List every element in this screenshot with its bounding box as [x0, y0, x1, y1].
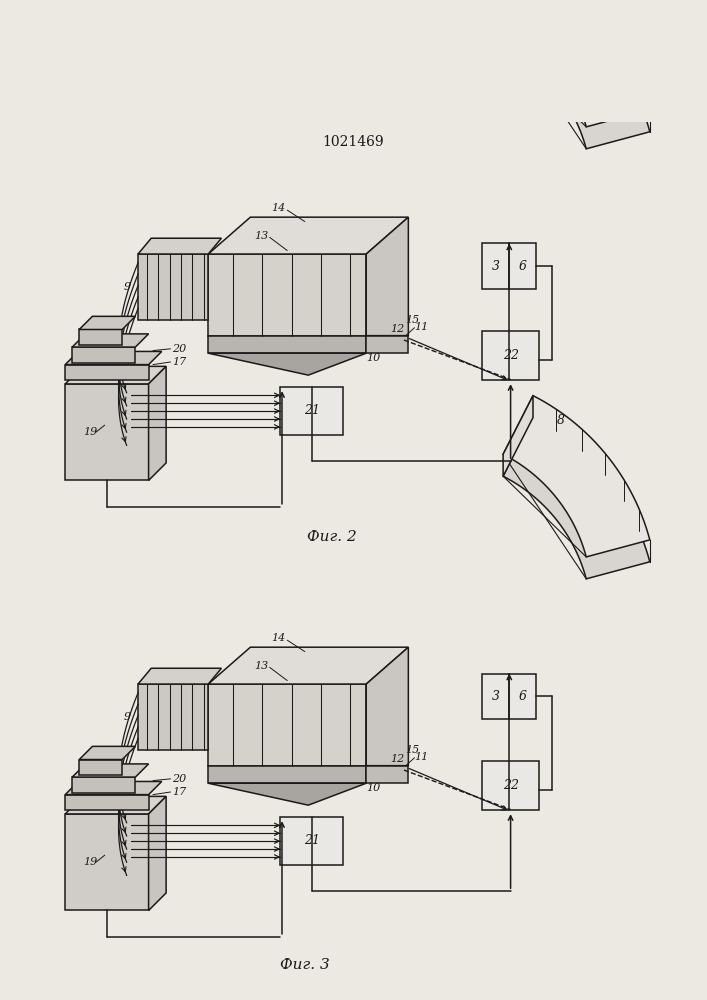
Polygon shape: [72, 764, 148, 777]
Polygon shape: [138, 684, 209, 750]
Polygon shape: [65, 351, 162, 365]
Text: 3: 3: [491, 260, 500, 273]
Text: Фиг. 2: Фиг. 2: [307, 530, 356, 544]
Text: 20: 20: [173, 344, 187, 354]
Text: 6: 6: [519, 260, 527, 273]
Polygon shape: [72, 334, 148, 347]
Polygon shape: [209, 783, 366, 805]
Polygon shape: [79, 760, 122, 775]
Text: 22: 22: [503, 779, 519, 792]
Polygon shape: [65, 781, 162, 795]
Text: 17: 17: [173, 357, 187, 367]
Polygon shape: [503, 0, 650, 149]
Text: 20: 20: [173, 774, 187, 784]
Text: 12: 12: [391, 754, 405, 764]
Bar: [482, 761, 539, 810]
Text: 15: 15: [406, 745, 420, 755]
Bar: [482, 674, 537, 719]
Polygon shape: [72, 777, 136, 793]
Polygon shape: [209, 254, 366, 336]
Text: 21: 21: [304, 404, 320, 417]
Polygon shape: [209, 684, 366, 766]
Polygon shape: [503, 396, 650, 557]
Text: 22: 22: [503, 349, 519, 362]
Polygon shape: [209, 353, 366, 375]
Text: 17: 17: [173, 787, 187, 797]
Polygon shape: [65, 796, 166, 814]
Text: 8: 8: [557, 414, 565, 427]
Bar: [280, 387, 344, 435]
Bar: [482, 331, 539, 380]
Text: 3: 3: [491, 690, 500, 703]
Polygon shape: [138, 238, 221, 254]
Text: 9: 9: [124, 712, 131, 722]
Text: 10: 10: [366, 783, 380, 793]
Text: 21: 21: [304, 834, 320, 847]
Text: 19: 19: [83, 857, 97, 867]
Polygon shape: [503, 396, 533, 476]
Polygon shape: [503, 418, 650, 579]
Polygon shape: [148, 796, 166, 910]
Text: 15: 15: [406, 315, 420, 325]
Text: 14: 14: [271, 203, 286, 213]
Polygon shape: [366, 766, 409, 783]
Polygon shape: [503, 0, 650, 127]
Text: 11: 11: [414, 322, 428, 332]
Bar: [280, 817, 344, 865]
Polygon shape: [72, 347, 136, 363]
Polygon shape: [79, 746, 136, 760]
Text: 14: 14: [271, 633, 286, 643]
Polygon shape: [209, 647, 409, 684]
Polygon shape: [65, 366, 166, 384]
Text: 13: 13: [254, 231, 268, 241]
Polygon shape: [79, 329, 122, 345]
Polygon shape: [138, 254, 209, 320]
Polygon shape: [209, 217, 409, 254]
Polygon shape: [65, 384, 148, 480]
Polygon shape: [503, 0, 533, 46]
Text: 9: 9: [124, 282, 131, 292]
Text: 11: 11: [414, 752, 428, 762]
Polygon shape: [209, 766, 366, 783]
Polygon shape: [366, 336, 409, 353]
Bar: [482, 243, 537, 289]
Text: Фиг. 3: Фиг. 3: [280, 958, 330, 972]
Polygon shape: [148, 366, 166, 480]
Text: 19: 19: [83, 427, 97, 437]
Polygon shape: [138, 668, 221, 684]
Text: 10: 10: [366, 353, 380, 363]
Text: 13: 13: [254, 661, 268, 671]
Polygon shape: [209, 336, 366, 353]
Polygon shape: [79, 316, 136, 329]
Polygon shape: [65, 365, 148, 380]
Polygon shape: [65, 814, 148, 910]
Text: 12: 12: [391, 324, 405, 334]
Polygon shape: [366, 217, 409, 336]
Text: 1021469: 1021469: [322, 135, 384, 149]
Text: 6: 6: [519, 690, 527, 703]
Polygon shape: [366, 647, 409, 766]
Polygon shape: [65, 795, 148, 810]
